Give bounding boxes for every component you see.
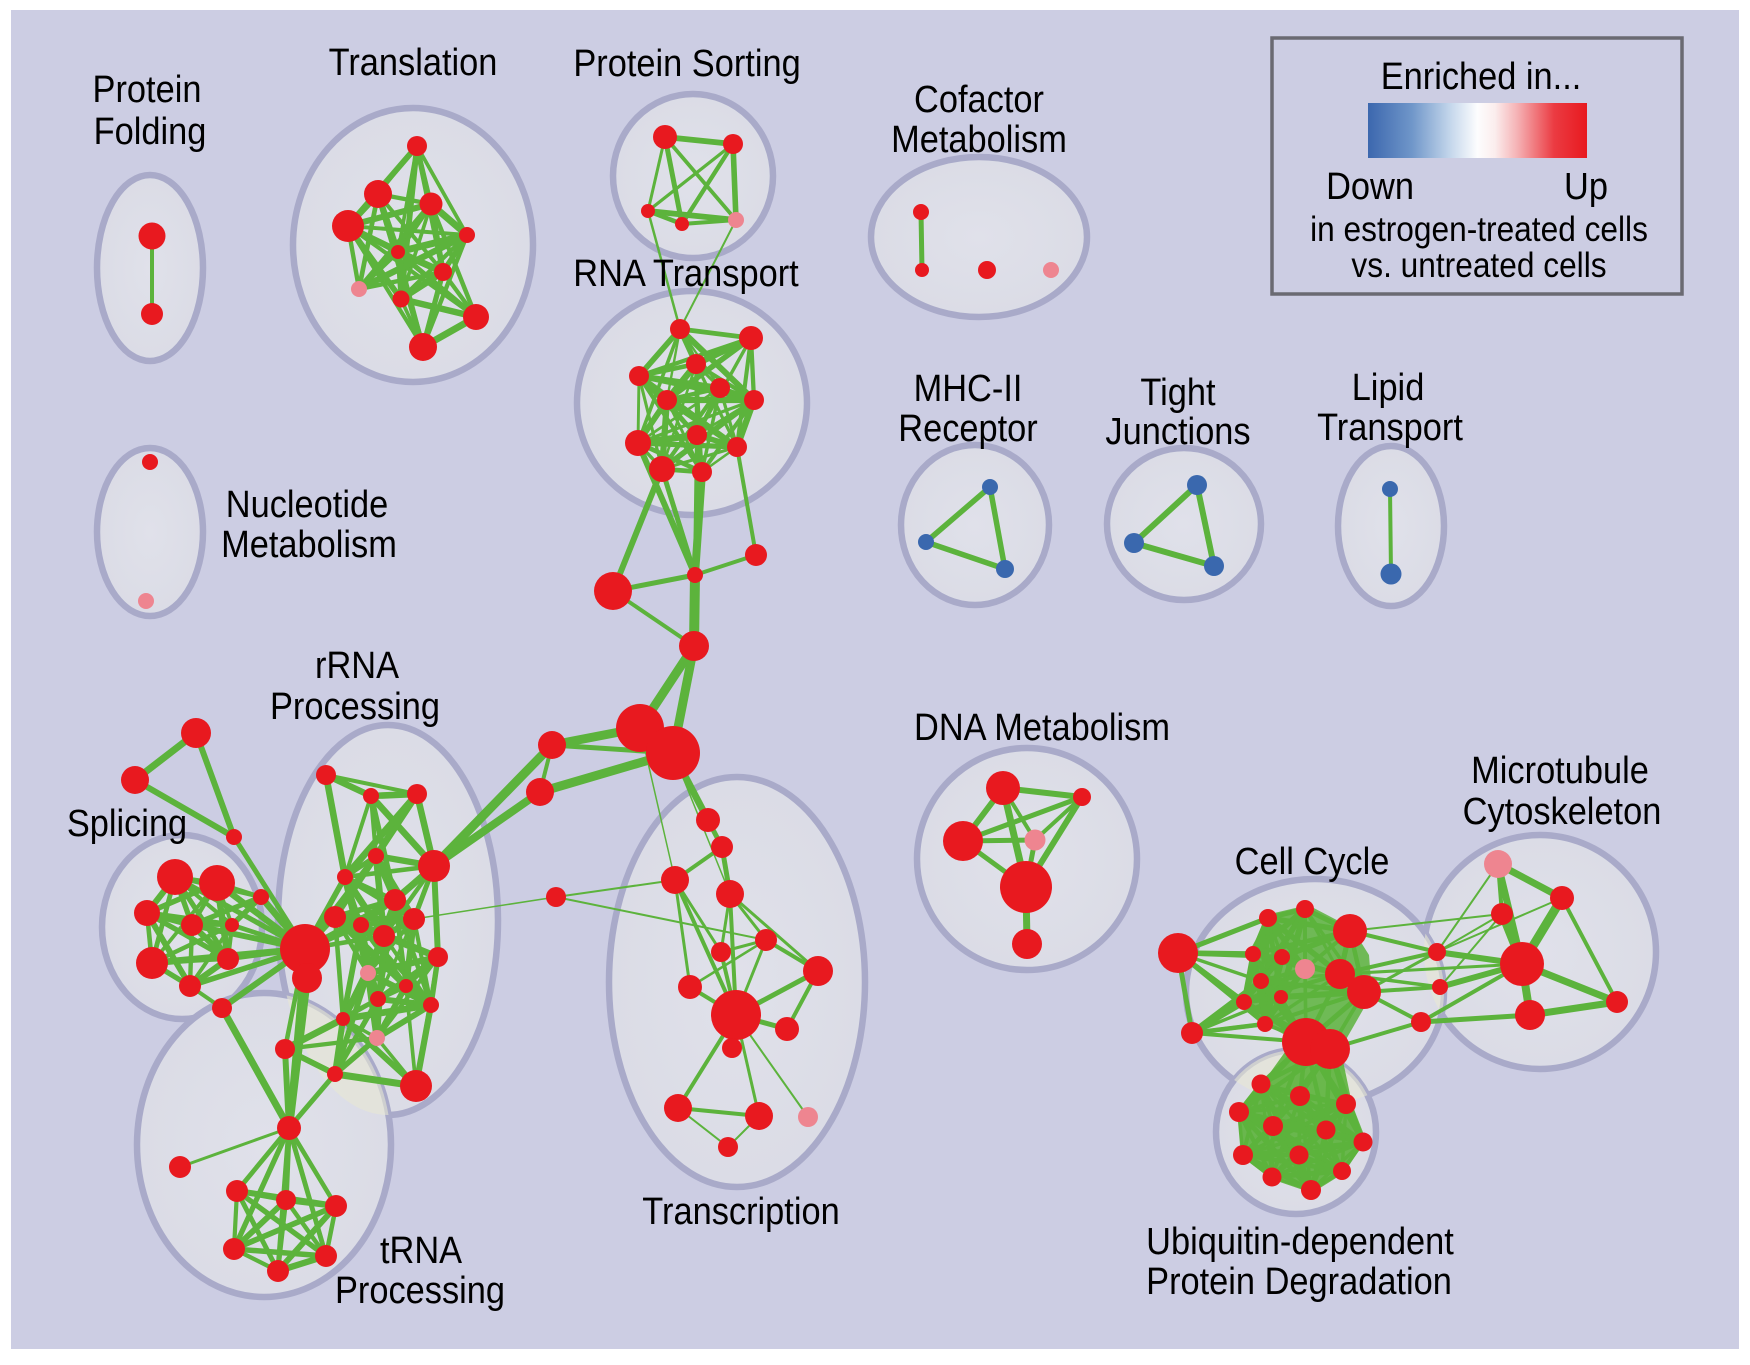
svg-text:Up: Up xyxy=(1564,165,1608,208)
svg-text:Processing: Processing xyxy=(335,1269,505,1312)
svg-text:Tight: Tight xyxy=(1140,371,1215,414)
svg-text:Down: Down xyxy=(1326,165,1414,208)
svg-text:Receptor: Receptor xyxy=(898,407,1037,450)
svg-text:Junctions: Junctions xyxy=(1105,410,1250,453)
svg-text:vs. untreated cells: vs. untreated cells xyxy=(1351,247,1606,286)
svg-text:Metabolism: Metabolism xyxy=(221,523,397,566)
svg-text:Cell Cycle: Cell Cycle xyxy=(1235,840,1390,883)
svg-text:Processing: Processing xyxy=(270,685,440,728)
svg-text:Folding: Folding xyxy=(94,110,207,153)
svg-text:Metabolism: Metabolism xyxy=(891,118,1067,161)
svg-text:Transcription: Transcription xyxy=(642,1190,839,1233)
svg-text:Protein: Protein xyxy=(93,68,202,111)
svg-text:RNA Transport: RNA Transport xyxy=(573,252,798,295)
svg-text:Translation: Translation xyxy=(329,41,498,84)
svg-text:in estrogen-treated cells: in estrogen-treated cells xyxy=(1310,211,1648,250)
svg-text:Cytoskeleton: Cytoskeleton xyxy=(1463,790,1662,833)
svg-text:Ubiquitin-dependent: Ubiquitin-dependent xyxy=(1146,1220,1454,1263)
svg-text:MHC-II: MHC-II xyxy=(914,367,1023,410)
svg-text:tRNA: tRNA xyxy=(380,1229,463,1272)
svg-text:Nucleotide: Nucleotide xyxy=(226,483,388,526)
svg-text:Protein Degradation: Protein Degradation xyxy=(1146,1260,1452,1303)
svg-text:Cofactor: Cofactor xyxy=(914,78,1044,121)
svg-text:Microtubule: Microtubule xyxy=(1471,749,1649,792)
svg-text:DNA Metabolism: DNA Metabolism xyxy=(914,706,1170,749)
svg-text:Splicing: Splicing xyxy=(67,802,187,845)
svg-text:Transport: Transport xyxy=(1317,406,1463,449)
svg-text:rRNA: rRNA xyxy=(315,644,400,687)
svg-text:Lipid: Lipid xyxy=(1352,366,1425,409)
svg-text:Enriched in...: Enriched in... xyxy=(1381,55,1582,98)
svg-text:Protein Sorting: Protein Sorting xyxy=(573,42,800,85)
